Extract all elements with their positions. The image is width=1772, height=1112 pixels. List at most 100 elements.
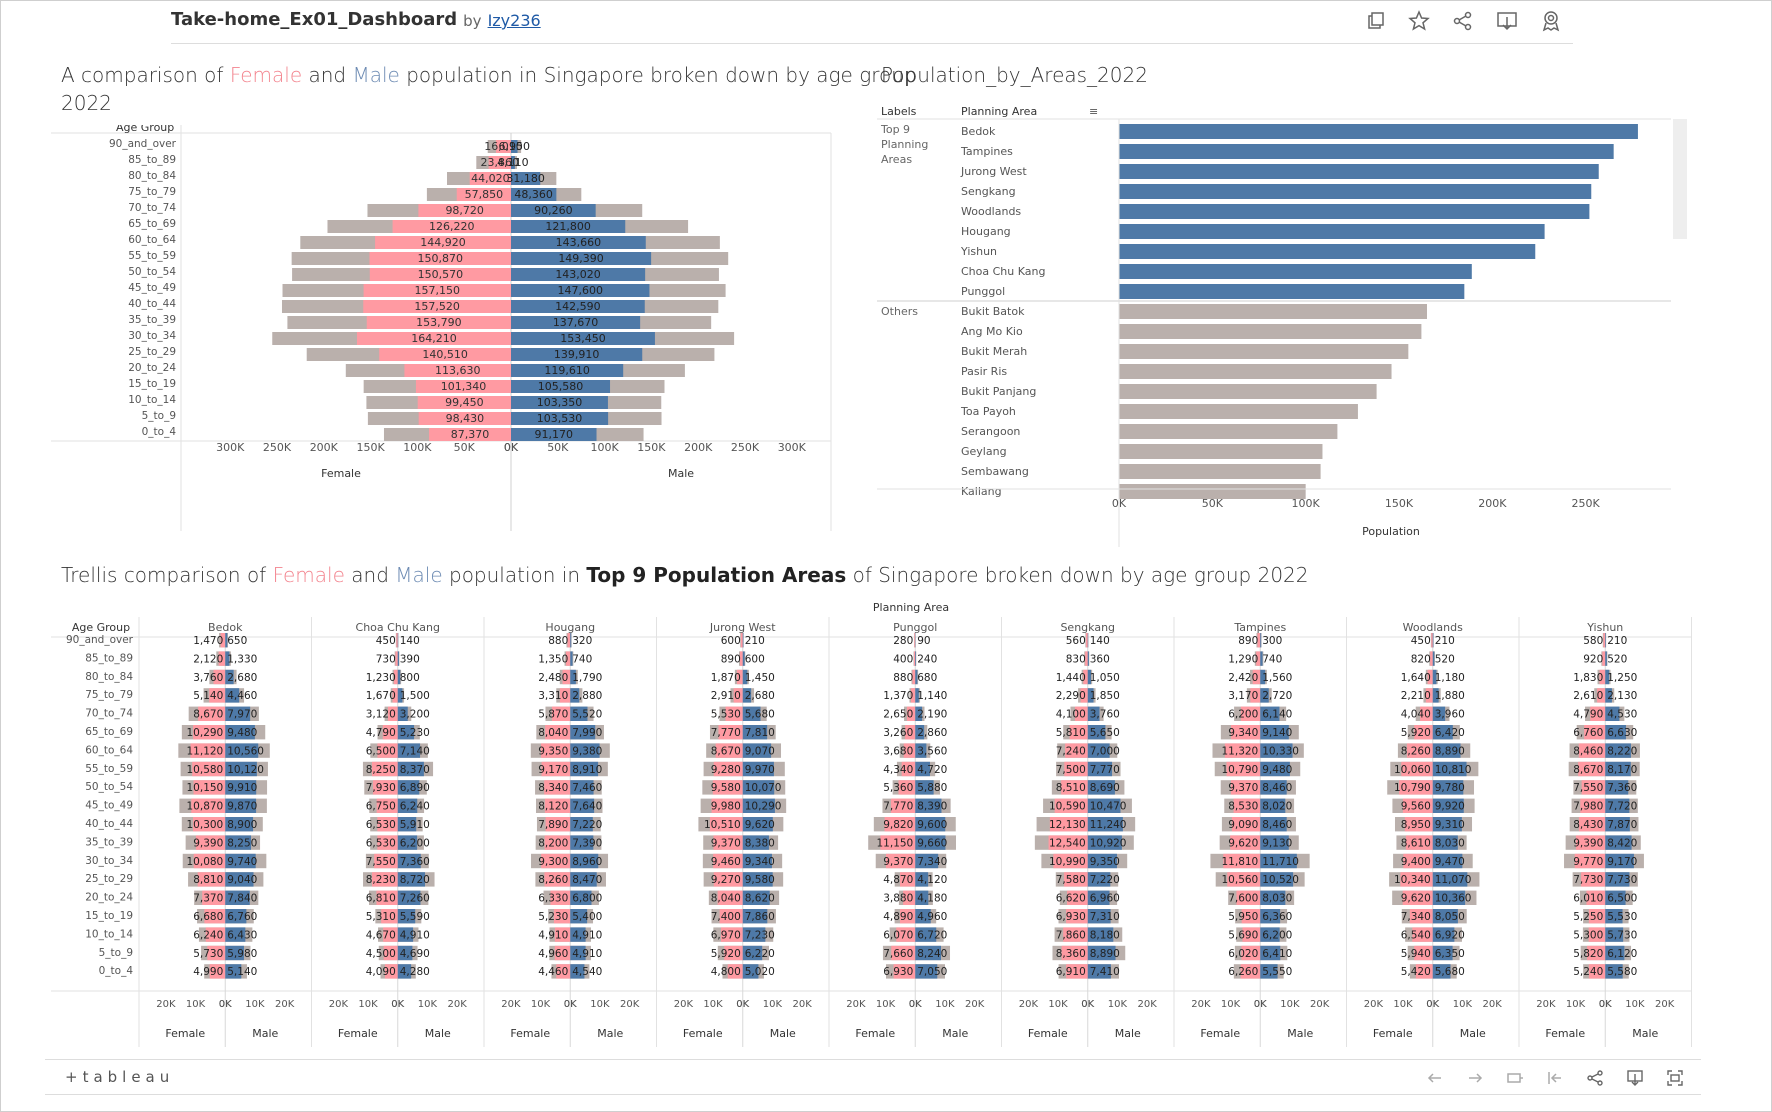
male-axis-tick: 20K (447, 999, 467, 1010)
female-value-label: 11,810 (1222, 856, 1259, 868)
male-value-label: 140 (400, 635, 420, 647)
area-label: Jurong West (960, 165, 1027, 178)
female-bar (376, 798, 398, 813)
metrics-icon[interactable] (1539, 9, 1563, 33)
male-bar (570, 706, 588, 721)
fullscreen-icon[interactable] (1665, 1068, 1685, 1088)
female-value-label: 4,960 (538, 948, 568, 960)
male-bar (1432, 853, 1463, 869)
area-label: Sembawang (961, 465, 1029, 478)
female-bar (396, 633, 398, 648)
tableau-logo[interactable]: +tableau (65, 1068, 175, 1086)
male-bar (225, 725, 255, 740)
female-bar (363, 284, 511, 297)
female-value-label: 6,620 (1056, 893, 1086, 905)
male-bar (1605, 909, 1623, 924)
population-by-area-chart[interactable]: Labels Planning Area ≡ Top 9 Planning Areas Be… (871, 97, 1691, 547)
age-group-label: 75_to_79 (128, 186, 176, 198)
male-bar (397, 835, 418, 850)
female-bar (893, 964, 916, 979)
pause-icon[interactable] (1545, 1068, 1565, 1088)
male-axis-tick: 0K (504, 441, 519, 454)
male-bar (1605, 706, 1620, 721)
male-bar (397, 798, 418, 813)
female-value-label: 1,230 (366, 672, 396, 684)
male-axis-label: Male (942, 1027, 968, 1040)
female-value-label: 7,600 (1228, 893, 1258, 905)
female-value-label: 5,950 (1228, 911, 1258, 923)
male-value-label: 1,560 (1262, 672, 1292, 684)
column-header: Planning Area (873, 601, 949, 614)
share-icon[interactable] (1585, 1068, 1605, 1088)
chart1-title-pre: A comparison of (61, 63, 230, 87)
female-bar (1425, 688, 1433, 703)
male-value-label: 8,370 (400, 764, 430, 776)
female-value-label: 6,070 (883, 929, 913, 941)
author-link[interactable]: Izy236 (487, 11, 541, 30)
male-bar (1605, 890, 1626, 905)
male-value-label: 7,770 (1090, 764, 1120, 776)
male-value-label: 7,360 (1607, 782, 1637, 794)
male-value-label: 7,640 (572, 801, 602, 813)
download-icon[interactable] (1625, 1068, 1645, 1088)
area-bar (1119, 204, 1590, 219)
male-bar (1087, 927, 1114, 942)
male-bar (742, 798, 775, 813)
download-icon[interactable] (1495, 9, 1519, 33)
area-bar (1119, 144, 1614, 159)
duplicate-icon[interactable] (1363, 9, 1387, 33)
male-value-label: 8,240 (917, 948, 947, 960)
female-value-label: 9,170 (538, 764, 568, 776)
female-axis-label: Female (321, 467, 361, 480)
male-bar (511, 396, 608, 409)
age-group-label: 25_to_29 (128, 346, 176, 358)
male-bar (1260, 651, 1263, 666)
male-value-label: 6,950 (499, 140, 530, 153)
male-bar (1260, 835, 1289, 850)
female-bar (1588, 927, 1606, 942)
female-value-label: 150,570 (418, 268, 464, 281)
male-bar (1087, 853, 1117, 869)
male-bar (397, 780, 420, 795)
male-bar (1260, 761, 1290, 777)
panel-title: Jurong West (709, 621, 776, 634)
female-axis-label: Female (1373, 1027, 1413, 1040)
female-value-label: 5,870 (538, 709, 568, 721)
female-bar (209, 964, 226, 979)
male-value-label: 7,310 (1090, 911, 1120, 923)
female-bar (711, 798, 743, 813)
male-value-label: 1,140 (917, 690, 947, 702)
area-bar (1119, 184, 1592, 199)
female-axis-tick: 0K (1426, 999, 1439, 1010)
female-axis-tick: 20K (1536, 999, 1556, 1010)
female-axis-tick: 0K (564, 999, 577, 1010)
revert-icon[interactable] (1505, 1068, 1525, 1088)
male-bar (742, 872, 773, 887)
female-bar (204, 909, 226, 924)
female-value-label: 5,230 (538, 911, 568, 923)
share-icon[interactable] (1451, 9, 1475, 33)
female-bar (1049, 817, 1088, 832)
favorite-icon[interactable] (1407, 9, 1431, 33)
area-label: Bukit Batok (961, 305, 1025, 318)
female-bar (553, 909, 571, 924)
male-value-label: 9,340 (745, 856, 775, 868)
female-bar (202, 890, 226, 905)
age-group-label: 35_to_39 (128, 314, 176, 326)
area-bar (1119, 364, 1392, 379)
male-value-label: 121,800 (545, 220, 591, 233)
female-value-label: 10,060 (1394, 764, 1431, 776)
age-group-label: 55_to_59 (85, 763, 133, 775)
female-bar (554, 927, 571, 942)
male-value-label: 7,410 (1090, 966, 1120, 978)
female-value-label: 890 (721, 653, 741, 665)
male-value-label: 9,470 (1435, 856, 1465, 868)
male-axis-tick: 0K (736, 999, 749, 1010)
redo-icon[interactable] (1465, 1068, 1485, 1088)
female-value-label: 9,980 (711, 801, 741, 813)
age-group-label: 35_to_39 (85, 836, 133, 848)
female-value-label: 8,810 (193, 874, 223, 886)
undo-icon[interactable] (1425, 1068, 1445, 1088)
